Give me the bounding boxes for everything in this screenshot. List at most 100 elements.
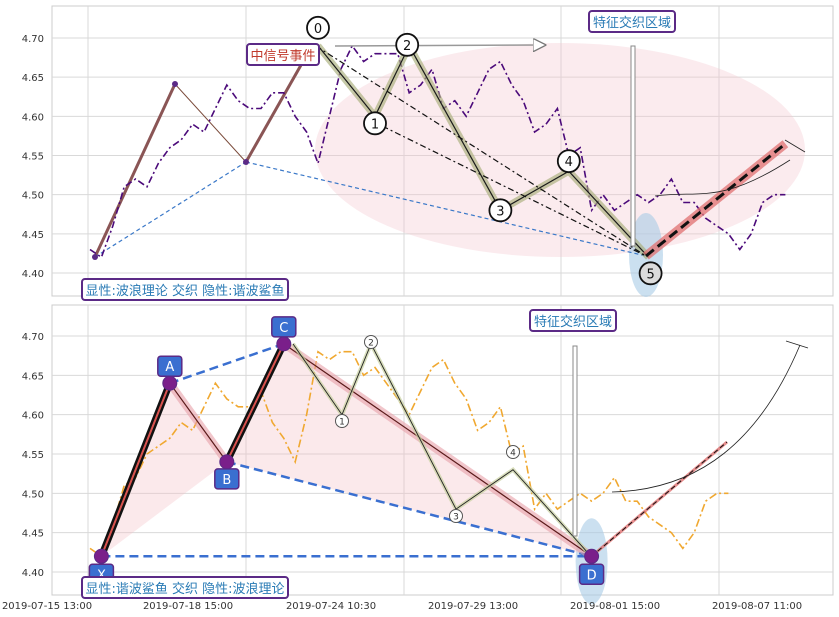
top-feature-zone-box: 特征交织区域 [588, 10, 676, 33]
x-tick-label: 2019-07-18 15:00 [143, 601, 233, 612]
top-plot-area [51, 5, 834, 297]
x-tick-label: 2019-08-01 15:00 [570, 601, 660, 612]
top-caption-box: 显性:波浪理论 交织 隐性:谐波鲨鱼 [81, 278, 289, 301]
wave-label-circle [306, 15, 330, 40]
projection-curve [654, 159, 791, 197]
y-tick-label: 4.45 [22, 230, 44, 241]
y-tick-label: 4.70 [22, 34, 44, 45]
top-caption: 显性:波浪理论 交织 隐性:谐波鲨鱼 [85, 283, 284, 299]
bottom-caption-box: 显性:谐波鲨鱼 交织 隐性:波浪理论 [81, 576, 289, 599]
harmonic-label-text: D [587, 568, 597, 583]
top-chart-content: 0 1 2 3 4 5 [89, 15, 806, 297]
zone-arrow-shaft-bottom [572, 345, 578, 537]
harmonic-retrace-leg [283, 343, 592, 557]
wave-label-circle [638, 261, 663, 286]
wave-label-text: 0 [314, 22, 322, 37]
y-tick-label: 4.50 [22, 191, 44, 202]
wave-small-text: 4 [510, 449, 516, 459]
x-tick-label: 2019-07-24 10:30 [286, 601, 376, 612]
y-tick-label: 4.60 [22, 411, 44, 422]
wave-small-circle [364, 335, 378, 349]
projection-cap [784, 139, 806, 153]
forward-arrow [334, 45, 545, 46]
wave-small-circle [335, 414, 349, 428]
y-tick-label: 4.50 [22, 489, 44, 500]
wave-small-circle [449, 509, 463, 523]
wave-line [317, 44, 650, 258]
wave-label-text: 2 [403, 39, 411, 54]
harmonic-point [162, 375, 178, 391]
wave-label-text: 5 [646, 267, 654, 282]
wave-line-bottom [292, 342, 592, 557]
harmonic-retrace-leg [169, 382, 228, 463]
mid-signal-box: 中信号事件 [246, 43, 320, 66]
x-tick-label: 2019-08-07 11:00 [712, 601, 802, 612]
y-tick-label: 4.40 [22, 269, 44, 280]
wave-label-circle [363, 111, 387, 136]
bottom-feature-zone-box: 特征交织区域 [529, 309, 617, 332]
wave-small-text: 3 [453, 513, 459, 523]
wave-label-circle [556, 149, 581, 174]
mid-signal-label: 中信号事件 [250, 49, 315, 64]
wave-small-text: 1 [339, 418, 345, 428]
y-tick-label: 4.55 [22, 450, 44, 461]
zone-arrow-shaft [630, 45, 636, 247]
harmonic-point [276, 336, 292, 352]
harmonic-leg-xa [93, 83, 177, 258]
harmonic-label-text: B [222, 473, 231, 488]
harmonic-label-box [578, 563, 605, 586]
bottom-chart-content: 1 2 3 4 X A B C D [88, 316, 809, 605]
harmonic-impulse-core [100, 382, 171, 557]
price-line-top [89, 44, 786, 259]
bottom-y-tick-labels: 4.40 4.45 4.50 4.55 4.60 4.65 4.70 [22, 332, 44, 579]
y-tick-label: 4.55 [22, 152, 44, 163]
ac-line [169, 342, 285, 385]
bottom-caption: 显性:谐波鲨鱼 交织 隐性:波浪理论 [85, 581, 284, 597]
harmonic-label-box [271, 316, 297, 338]
harmonic-label-text: X [97, 568, 106, 583]
projection-curve-bottom [611, 344, 801, 493]
harmonic-label-text: C [279, 321, 288, 336]
wave-label-circle [395, 32, 420, 57]
harmonic-point [93, 548, 109, 564]
support-line-1 [94, 161, 247, 258]
x-tick-labels: 2019-07-15 13:00 2019-07-18 15:00 2019-07-… [2, 601, 802, 612]
wave-small-text: 2 [368, 339, 374, 349]
wave-label-circle [488, 198, 513, 223]
harmonic-point-marker [92, 254, 98, 260]
y-tick-label: 4.40 [22, 568, 44, 579]
harmonic-point [219, 454, 235, 470]
y-tick-label: 4.70 [22, 332, 44, 343]
harmonic-label-text: A [165, 360, 174, 375]
projection-cap-bottom [785, 340, 809, 349]
harmonic-leg-bc [244, 57, 307, 163]
xab-fill [101, 383, 227, 557]
top-feature-zone-label: 特征交织区域 [593, 15, 671, 31]
trend-line-0-5 [315, 45, 647, 257]
wave-label-text: 1 [371, 117, 379, 132]
x-tick-label: 2019-07-29 13:00 [428, 601, 518, 612]
feature-zone-ellipse [315, 43, 805, 257]
harmonic-point-marker [172, 81, 178, 87]
y-tick-label: 4.60 [22, 112, 44, 123]
bcd-fill [226, 343, 592, 557]
y-tick-label: 4.45 [22, 529, 44, 540]
trend-line-1-5 [369, 119, 647, 257]
harmonic-point [584, 548, 600, 564]
projection-band [643, 140, 789, 260]
wave-label-text: 4 [565, 155, 573, 170]
projection-dashed-bottom [591, 441, 728, 557]
harmonic-label-box [214, 468, 240, 490]
wave-label-text: 3 [496, 204, 504, 219]
x-tick-label: 2019-07-15 13:00 [2, 601, 92, 612]
harmonic-point-marker [243, 159, 249, 165]
y-tick-label: 4.65 [22, 73, 44, 84]
bottom-feature-zone-label: 特征交织区域 [534, 314, 612, 330]
bd-line [226, 460, 592, 558]
harmonic-impulse-core [225, 343, 285, 463]
harmonic-label-box [157, 355, 183, 377]
y-tick-label: 4.65 [22, 371, 44, 382]
top-panel: 4.40 4.45 4.50 4.55 4.60 4.65 4.70 0 1 2 3 4 5 显性:波… [22, 5, 834, 301]
bottom-panel: 4.40 4.45 4.50 4.55 4.60 4.65 4.70 1 2 3 4 X A B C D 显… [22, 304, 834, 605]
